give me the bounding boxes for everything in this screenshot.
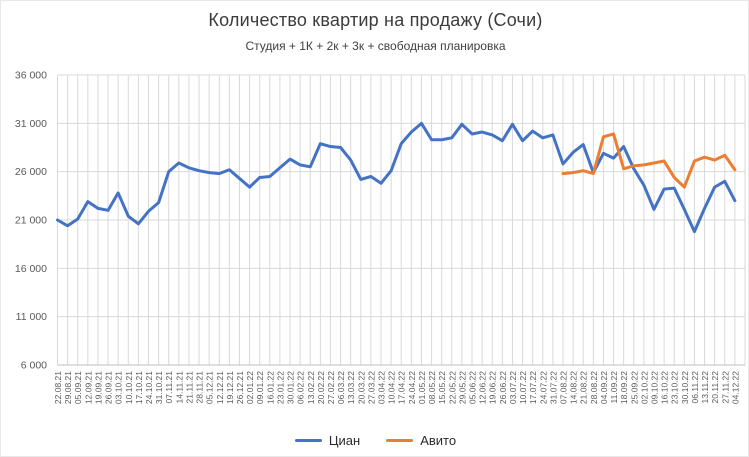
x-axis-tick-label: 06.03.22 xyxy=(336,371,346,404)
x-axis-tick-label: 17.07.22 xyxy=(528,371,538,404)
y-axis-tick-label: 26 000 xyxy=(15,166,47,178)
x-axis-tick-label: 08.05.22 xyxy=(427,371,437,404)
x-axis-tick-label: 18.09.22 xyxy=(619,371,629,404)
x-axis-tick-label: 13.03.22 xyxy=(346,371,356,404)
legend: Циан Авито xyxy=(1,433,748,448)
y-axis-tick-label: 31 000 xyxy=(15,118,47,130)
x-axis-tick-label: 27.11.22 xyxy=(720,371,730,404)
x-axis-tick-label: 12.12.21 xyxy=(215,371,225,404)
x-axis-tick-label: 21.08.22 xyxy=(579,371,589,404)
x-axis-tick-label: 14.08.22 xyxy=(569,371,579,404)
x-axis-tick-label: 25.09.22 xyxy=(629,371,639,404)
x-axis-tick-label: 01.05.22 xyxy=(417,371,427,404)
x-axis-tick-label: 31.10.21 xyxy=(154,371,164,404)
x-axis-tick-label: 23.01.22 xyxy=(275,371,285,404)
x-axis-tick-label: 03.04.22 xyxy=(377,371,387,404)
series-line-cian xyxy=(56,121,737,234)
avito-line-swatch xyxy=(386,439,414,442)
x-axis-tick-label: 20.11.22 xyxy=(710,371,720,404)
x-axis-tick-label: 29.08.21 xyxy=(63,371,73,404)
x-axis-tick-label: 11.09.22 xyxy=(609,371,619,404)
x-axis-tick-label: 09.01.22 xyxy=(255,371,265,404)
x-axis-tick-label: 26.06.22 xyxy=(498,371,508,404)
y-axis-tick-label: 6 000 xyxy=(21,360,47,372)
x-axis-tick-label: 13.02.22 xyxy=(306,371,316,404)
x-axis-tick-label: 06.11.22 xyxy=(690,371,700,404)
chart-title: Количество квартир на продажу (Сочи) xyxy=(208,10,543,30)
y-axis-tick-label: 36 000 xyxy=(15,70,47,82)
x-axis-tick-label: 22.05.22 xyxy=(447,371,457,404)
x-axis-tick-label: 05.12.21 xyxy=(205,371,215,404)
series-line-avito xyxy=(561,132,737,189)
x-axis-tick-label: 02.01.22 xyxy=(245,371,255,404)
x-axis-tick-label: 27.03.22 xyxy=(366,371,376,404)
x-axis-tick-label: 04.12.22 xyxy=(730,371,740,404)
x-axis-tick-label: 23.10.22 xyxy=(670,371,680,404)
x-axis-tick-label: 12.09.21 xyxy=(83,371,93,404)
x-axis-tick-label: 19.06.22 xyxy=(488,371,498,404)
legend-item-avito: Авито xyxy=(386,433,456,448)
x-axis-tick-label: 05.09.21 xyxy=(73,371,83,404)
x-axis-tick-label: 31.07.22 xyxy=(548,371,558,404)
x-axis-tick-label: 06.02.22 xyxy=(296,371,306,404)
x-axis-tick-label: 03.10.21 xyxy=(114,371,124,404)
x-axis-tick-label: 28.11.21 xyxy=(195,371,205,404)
x-axis-tick-label: 09.10.22 xyxy=(649,371,659,404)
x-axis-tick-label: 16.10.22 xyxy=(660,371,670,404)
x-axis-tick-label: 24.10.21 xyxy=(144,371,154,404)
x-axis-tick-label: 20.03.22 xyxy=(356,371,366,404)
x-axis-tick-label: 12.06.22 xyxy=(478,371,488,404)
y-axis-tick-label: 21 000 xyxy=(15,215,47,227)
legend-item-cian: Циан xyxy=(294,433,361,448)
x-axis-tick-label: 28.08.22 xyxy=(589,371,599,404)
x-axis-tick-label: 16.01.22 xyxy=(265,371,275,404)
x-axis-tick-label: 24.04.22 xyxy=(407,371,417,404)
x-axis-tick-label: 15.05.22 xyxy=(437,371,447,404)
x-axis-tick-label: 30.01.22 xyxy=(286,371,296,404)
chart-subtitle: Студия + 1К + 2к + 3к + свободная планир… xyxy=(245,39,506,53)
x-axis-tick-label: 19.12.21 xyxy=(225,371,235,404)
x-axis-tick-label: 14.11.21 xyxy=(174,371,184,404)
x-axis-tick-label: 30.10.22 xyxy=(680,371,690,404)
x-axis-tick-label: 24.07.22 xyxy=(538,371,548,404)
cian-line-swatch xyxy=(294,439,322,442)
x-axis-tick-label: 04.09.22 xyxy=(599,371,609,404)
y-axis-tick-label: 16 000 xyxy=(15,263,47,275)
x-axis-tick-label: 19.09.21 xyxy=(93,371,103,404)
y-axis-tick-label: 11 000 xyxy=(16,311,47,323)
x-axis-tick-label: 26.09.21 xyxy=(104,371,114,404)
x-axis-tick-label: 21.11.21 xyxy=(184,371,194,404)
x-axis-tick-label: 27.02.22 xyxy=(326,371,336,404)
x-axis-tick-label: 07.08.22 xyxy=(559,371,569,404)
x-axis-tick-label: 29.05.22 xyxy=(457,371,467,404)
x-axis-tick-label: 22.08.21 xyxy=(53,371,63,404)
legend-label-cian: Циан xyxy=(328,433,361,448)
x-axis-tick-label: 20.02.22 xyxy=(316,371,326,404)
x-axis-tick-label: 03.07.22 xyxy=(508,371,518,404)
x-axis-tick-label: 26.12.21 xyxy=(235,371,245,404)
x-axis-tick-label: 02.10.22 xyxy=(639,371,649,404)
x-axis-tick-label: 07.11.21 xyxy=(164,371,174,404)
x-axis-tick-label: 17.04.22 xyxy=(397,371,407,404)
x-axis-tick-label: 17.10.21 xyxy=(134,371,144,404)
x-axis-tick-label: 05.06.22 xyxy=(468,371,478,404)
x-axis-tick-label: 10.07.22 xyxy=(518,371,528,404)
legend-label-avito: Авито xyxy=(420,433,457,448)
x-axis-tick-label: 10.04.22 xyxy=(387,371,397,404)
x-axis-tick-label: 10.10.21 xyxy=(124,371,134,404)
x-axis-tick-label: 13.11.22 xyxy=(700,371,710,404)
